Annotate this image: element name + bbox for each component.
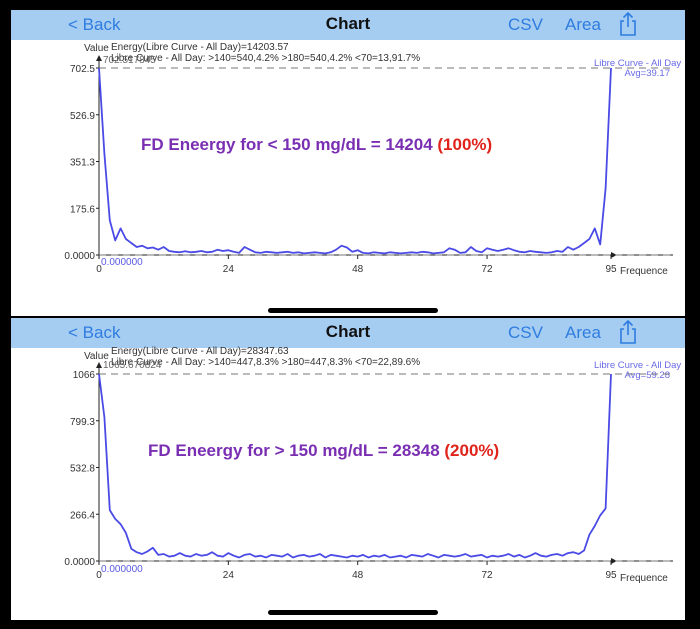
y-tick-label: 351.3 — [70, 158, 95, 169]
share-icon[interactable] — [617, 319, 639, 345]
x-tick-label: 95 — [605, 264, 617, 275]
back-button[interactable]: < Back — [68, 15, 121, 34]
x-tick-label: 24 — [223, 570, 235, 581]
min-marker-label: 0.000000 — [101, 257, 143, 268]
y-axis-title: Value — [84, 351, 109, 362]
y-tick-label: 702.5 — [70, 64, 95, 75]
y-tick-label: 175.6 — [70, 204, 95, 215]
energy-label: Energy(Libre Curve - All Day)=28347.63 — [111, 346, 289, 357]
energy-label: Energy(Libre Curve - All Day)=14203.57 — [111, 42, 289, 53]
area-button[interactable]: Area — [565, 323, 601, 342]
back-button[interactable]: < Back — [68, 323, 121, 342]
line-chart: Value Energy(Libre Curve - All Day)=2834… — [64, 346, 681, 584]
legend-series-label: Libre Curve - All Day — [594, 360, 681, 371]
chart-panel-top: < Back Chart CSV Area Value Energy(Libre… — [11, 10, 685, 316]
y-axis-arrow — [96, 55, 102, 61]
min-marker-label: 0.000000 — [101, 564, 143, 575]
y-tick-label: 0.0000 — [64, 557, 95, 568]
y-tick-label: 0.0000 — [64, 251, 95, 262]
energy-annotation: FD Eneergy for > 150 mg/dL = 28348 (200%… — [148, 441, 499, 460]
chart-panel-bottom: < Back Chart CSV Area Value Energy(Libre… — [11, 318, 685, 620]
x-axis-title: Frequence — [620, 266, 668, 277]
x-tick-label: 95 — [605, 570, 617, 581]
series-line-libre-curve — [98, 67, 612, 255]
y-axis-title: Value — [84, 43, 109, 54]
x-tick-label: 72 — [481, 264, 493, 275]
legend-average-label: Avg=59.28 — [624, 370, 670, 381]
y-tick-label: 532.8 — [70, 464, 95, 475]
x-axis-arrow — [611, 558, 617, 564]
x-axis-title: Frequence — [620, 573, 668, 584]
x-tick-label: 0 — [96, 264, 102, 275]
y-axis-arrow — [96, 362, 102, 368]
energy-annotation: FD Eneergy for < 150 mg/dL = 14204 (100%… — [141, 135, 492, 154]
range-stats-label: Libre Curve - All Day: >140=447,8.3% >18… — [111, 357, 420, 368]
line-chart: Value Energy(Libre Curve - All Day)=1420… — [64, 42, 681, 277]
csv-button[interactable]: CSV — [508, 15, 543, 34]
max-marker-label: 1065.670824 — [103, 360, 162, 371]
x-tick-label: 48 — [352, 264, 364, 275]
legend-average-label: Avg=39.17 — [624, 68, 670, 79]
home-indicator — [268, 308, 438, 313]
y-tick-label: 799.3 — [70, 417, 95, 428]
area-button[interactable]: Area — [565, 15, 601, 34]
csv-button[interactable]: CSV — [508, 323, 543, 342]
home-indicator — [268, 610, 438, 615]
navigation-bar: < Back Chart CSV Area — [11, 318, 685, 348]
y-tick-label: 526.9 — [70, 111, 95, 122]
x-tick-label: 24 — [223, 264, 235, 275]
share-icon[interactable] — [617, 11, 639, 37]
y-tick-label: 266.4 — [70, 510, 95, 521]
legend-series-label: Libre Curve - All Day — [594, 58, 681, 69]
range-stats-label: Libre Curve - All Day: >140=540,4.2% >18… — [111, 53, 420, 64]
x-axis-arrow — [611, 252, 617, 258]
x-tick-label: 72 — [481, 570, 493, 581]
x-tick-label: 48 — [352, 570, 364, 581]
x-tick-label: 0 — [96, 570, 102, 581]
series-line-libre-curve — [98, 373, 612, 559]
max-marker-label: 702.517845 — [103, 55, 156, 66]
y-tick-label: 1066 — [73, 370, 96, 381]
